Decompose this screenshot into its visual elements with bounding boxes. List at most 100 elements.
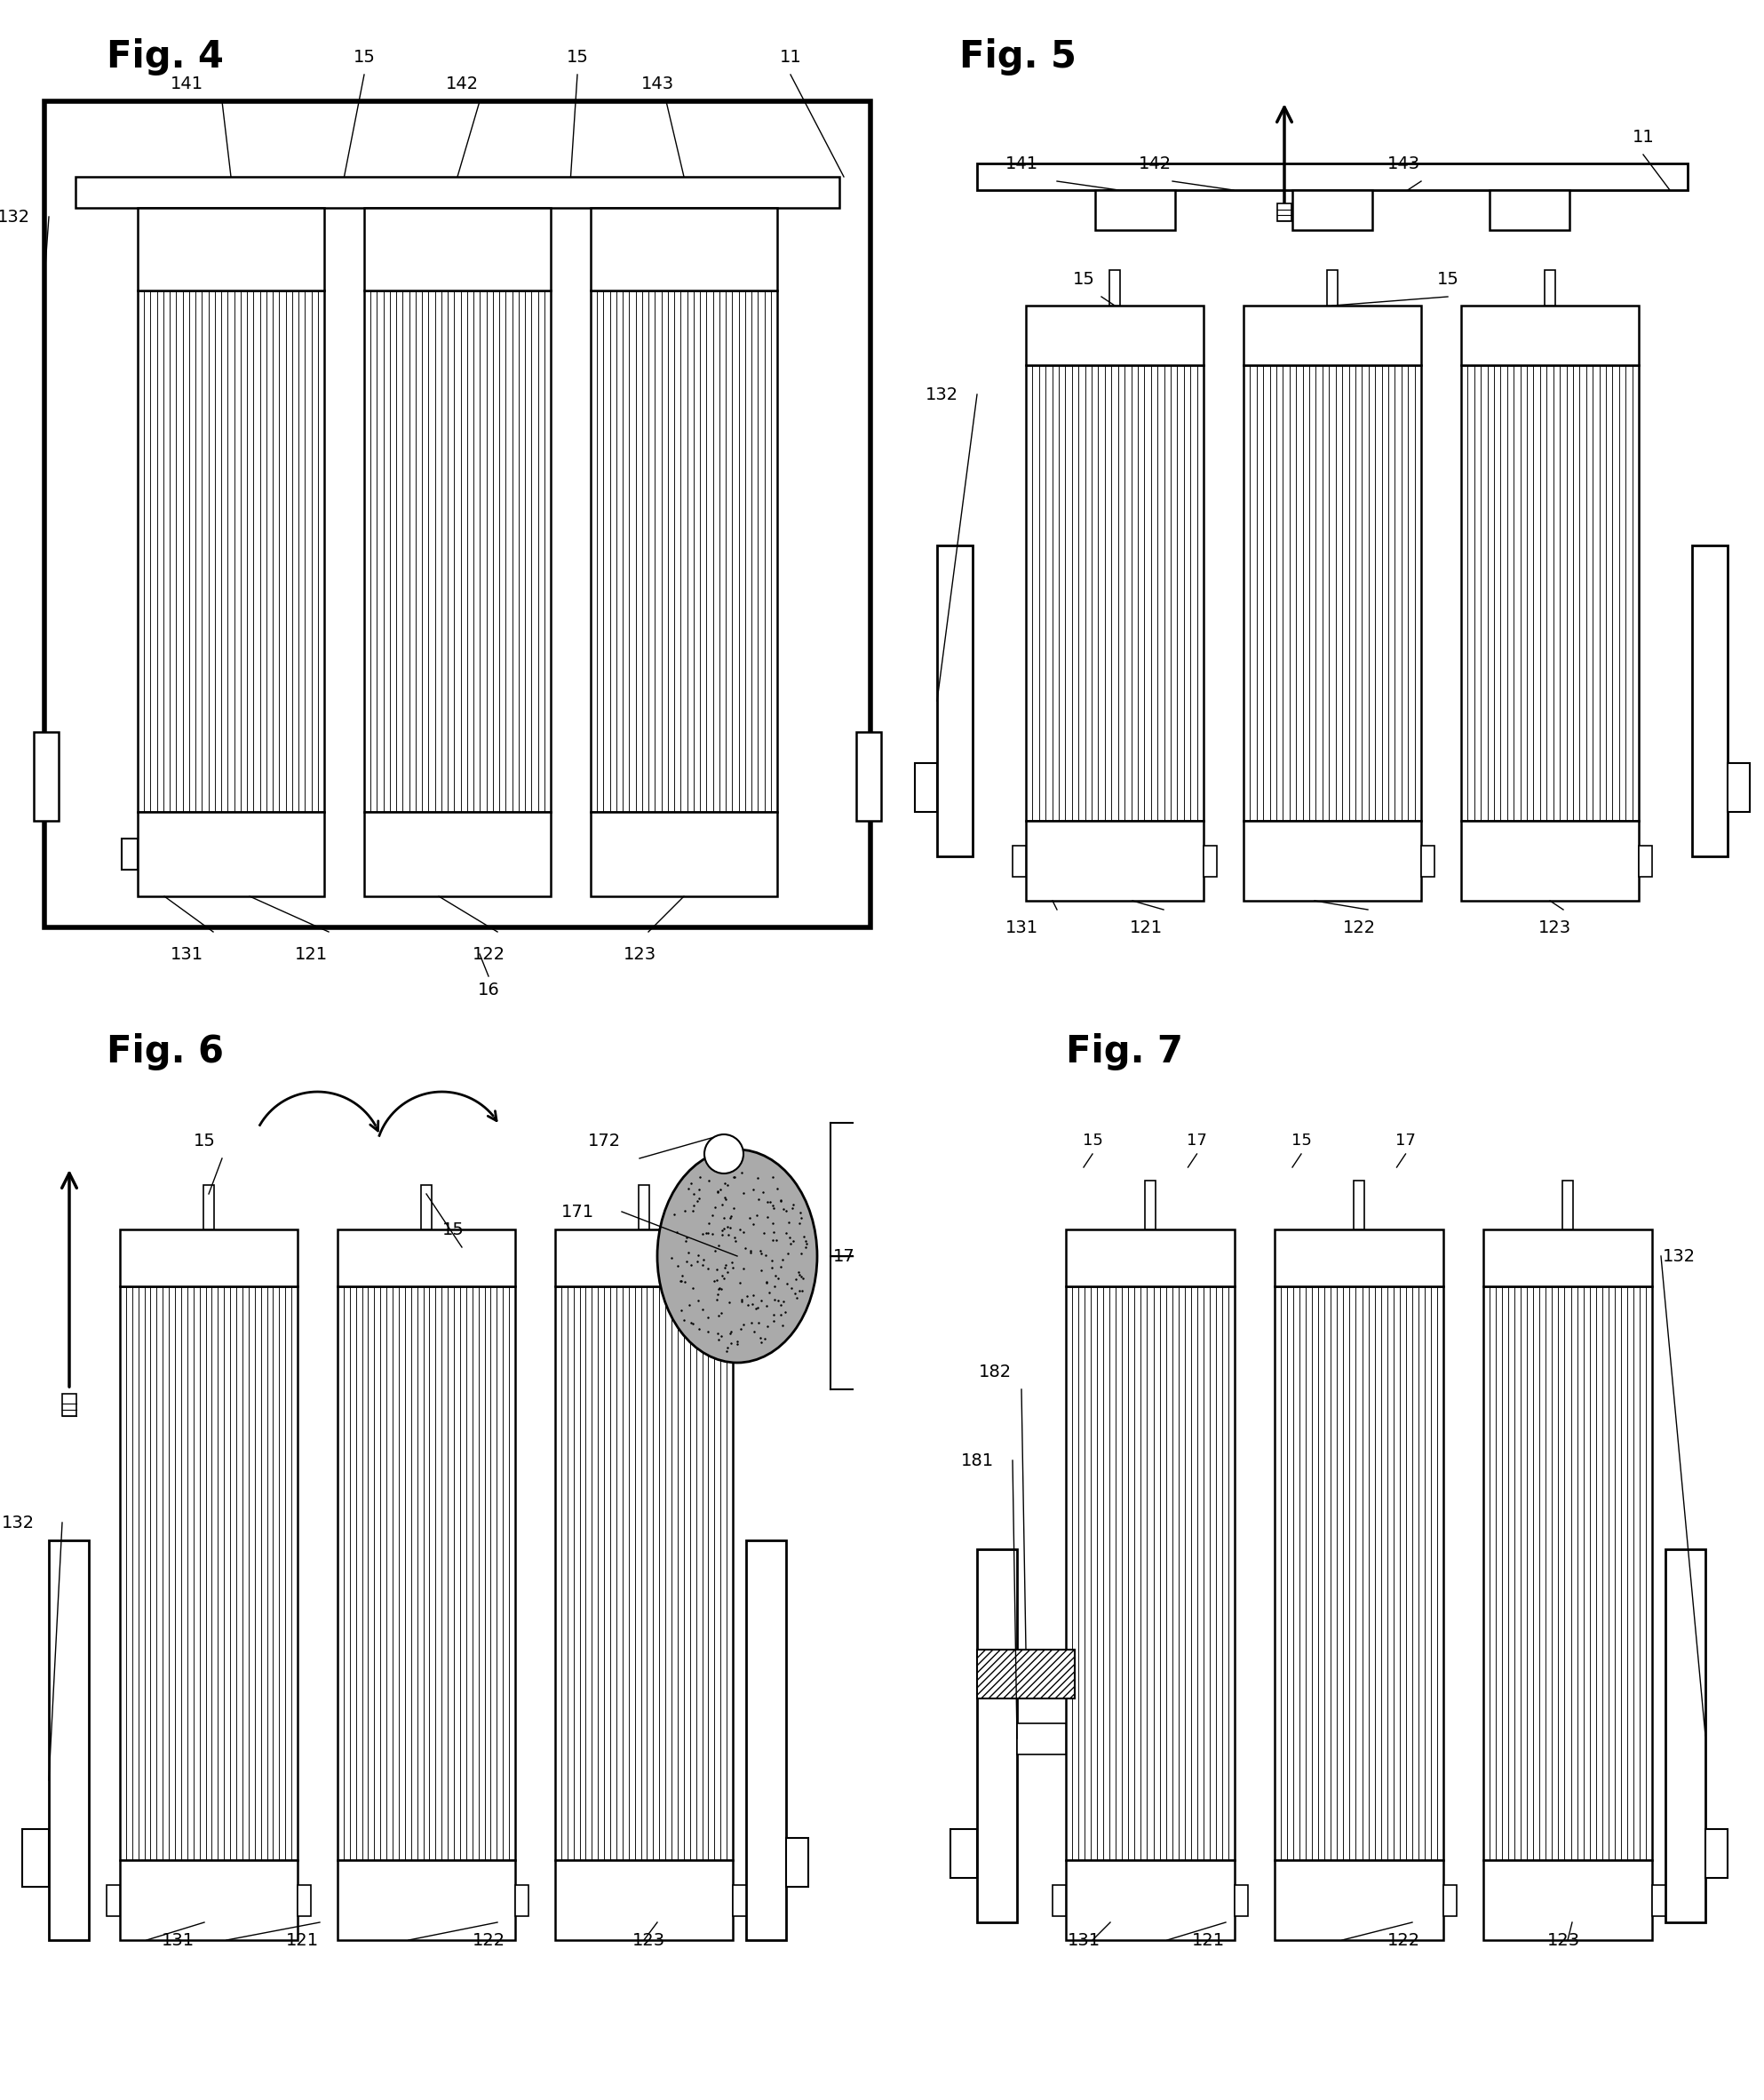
Text: 142: 142 xyxy=(445,76,478,92)
Text: 121: 121 xyxy=(295,945,328,962)
Bar xyxy=(337,1861,515,1940)
Text: 15: 15 xyxy=(566,48,589,65)
Bar xyxy=(556,1861,732,1940)
Bar xyxy=(1235,1884,1247,1915)
Bar xyxy=(591,290,778,813)
Bar xyxy=(1545,271,1556,307)
Bar xyxy=(23,1829,49,1886)
Bar xyxy=(44,101,870,928)
Text: 16: 16 xyxy=(478,981,499,997)
Bar xyxy=(1665,1550,1706,1922)
Bar xyxy=(337,1228,515,1287)
Bar xyxy=(298,1884,310,1915)
Text: 15: 15 xyxy=(1073,271,1095,288)
Bar xyxy=(1639,844,1653,876)
Bar xyxy=(746,1541,787,1940)
Bar xyxy=(1027,307,1639,321)
Bar xyxy=(62,1394,76,1415)
Bar xyxy=(951,1829,977,1877)
Bar xyxy=(1244,821,1422,901)
Bar xyxy=(1484,1861,1653,1940)
Bar xyxy=(422,1184,432,1228)
Bar xyxy=(363,290,550,813)
Text: 142: 142 xyxy=(1138,155,1171,172)
Bar xyxy=(363,208,550,290)
Text: 131: 131 xyxy=(1067,1932,1101,1949)
Bar xyxy=(856,733,880,821)
Bar xyxy=(1013,844,1027,876)
Bar xyxy=(1727,762,1750,813)
Text: 15: 15 xyxy=(443,1220,464,1237)
Text: 122: 122 xyxy=(473,945,505,962)
Text: 15: 15 xyxy=(1083,1132,1102,1149)
Bar xyxy=(122,838,138,869)
Bar xyxy=(1065,1228,1235,1287)
Text: 123: 123 xyxy=(632,1932,665,1949)
Bar xyxy=(591,813,778,897)
Bar xyxy=(1461,307,1639,365)
Bar xyxy=(1353,1180,1364,1228)
Text: 121: 121 xyxy=(1129,920,1162,937)
Ellipse shape xyxy=(658,1149,817,1363)
Bar xyxy=(1018,1724,1065,1753)
Bar xyxy=(120,1861,298,1940)
Bar xyxy=(1327,271,1337,307)
Text: Fig. 7: Fig. 7 xyxy=(1065,1033,1184,1071)
Bar xyxy=(1692,546,1727,857)
Text: 15: 15 xyxy=(1436,271,1459,288)
Text: 17: 17 xyxy=(833,1247,856,1264)
Text: 141: 141 xyxy=(169,76,203,92)
Bar xyxy=(556,1228,732,1287)
Bar xyxy=(977,164,1688,191)
Text: 132: 132 xyxy=(924,386,958,403)
Bar xyxy=(1461,821,1639,901)
Bar xyxy=(732,1884,746,1915)
Text: 15: 15 xyxy=(1291,1132,1311,1149)
Bar xyxy=(1563,1180,1573,1228)
Text: 132: 132 xyxy=(1662,1247,1695,1264)
Text: 123: 123 xyxy=(1547,1932,1581,1949)
Text: 132: 132 xyxy=(0,208,30,225)
Bar xyxy=(49,1541,88,1940)
Text: 17: 17 xyxy=(1187,1132,1207,1149)
Bar xyxy=(1706,1829,1727,1877)
Bar xyxy=(106,1884,120,1915)
Bar xyxy=(977,1651,1074,1699)
Bar xyxy=(1053,1884,1065,1915)
Bar xyxy=(138,208,325,290)
Bar xyxy=(1244,365,1422,821)
Text: 123: 123 xyxy=(1538,920,1572,937)
Bar xyxy=(120,1287,298,1861)
Bar xyxy=(1244,307,1422,365)
Text: 15: 15 xyxy=(353,48,376,65)
Text: 172: 172 xyxy=(587,1132,621,1149)
Text: 182: 182 xyxy=(979,1363,1011,1380)
Circle shape xyxy=(704,1134,743,1174)
Bar xyxy=(1065,1287,1235,1861)
Text: Fig. 5: Fig. 5 xyxy=(960,38,1076,76)
Bar xyxy=(203,1184,213,1228)
Text: 122: 122 xyxy=(473,1932,505,1949)
Bar xyxy=(1027,307,1203,365)
Text: Fig. 4: Fig. 4 xyxy=(106,38,224,76)
Text: Fig. 6: Fig. 6 xyxy=(106,1033,224,1071)
Bar xyxy=(337,1287,515,1861)
Bar xyxy=(916,762,937,813)
Text: 143: 143 xyxy=(640,76,674,92)
Bar xyxy=(1145,1180,1155,1228)
Bar xyxy=(591,208,778,290)
Bar xyxy=(977,1550,1018,1922)
Text: 122: 122 xyxy=(1387,1932,1420,1949)
Bar xyxy=(1491,191,1570,231)
Bar xyxy=(363,813,550,897)
Bar xyxy=(1277,204,1291,220)
Bar xyxy=(1275,1861,1443,1940)
Text: 132: 132 xyxy=(2,1514,34,1531)
Bar xyxy=(1027,365,1203,821)
Text: 171: 171 xyxy=(561,1203,594,1220)
Bar xyxy=(1422,844,1434,876)
Text: 131: 131 xyxy=(169,945,203,962)
Bar xyxy=(1461,365,1639,821)
Text: 143: 143 xyxy=(1387,155,1420,172)
Bar xyxy=(787,1838,808,1886)
